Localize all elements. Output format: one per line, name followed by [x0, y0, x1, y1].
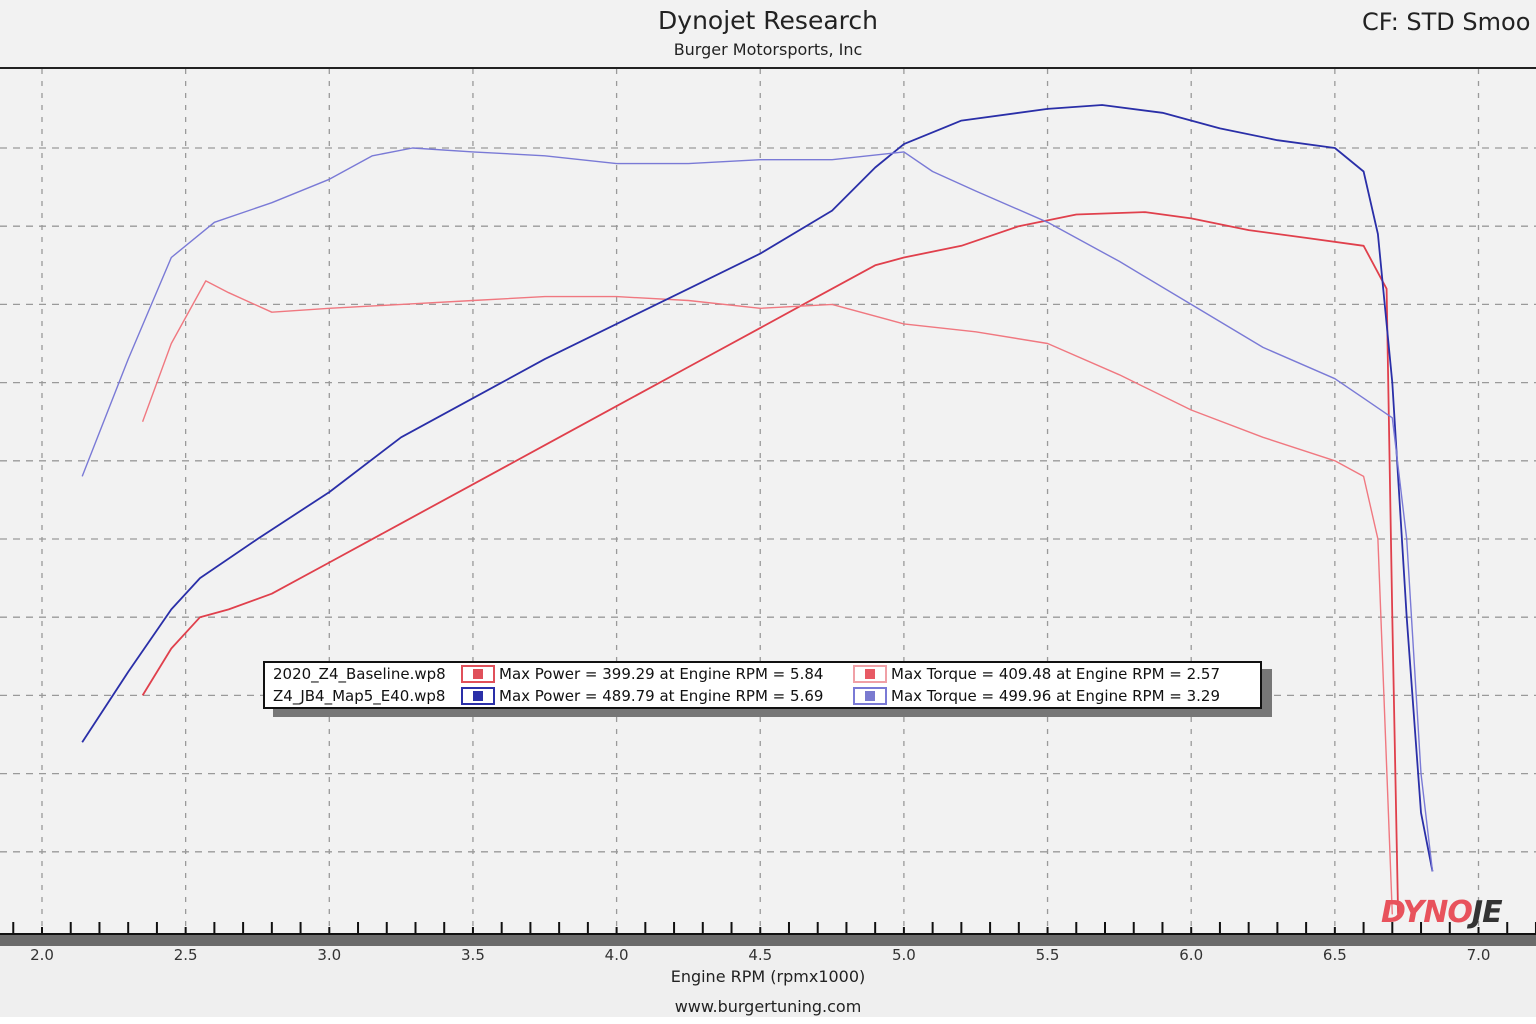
legend-file-name: Z4_JB4_Map5_E40.wp8 — [273, 687, 446, 705]
bottom-margin — [0, 1017, 1536, 1024]
legend: 2020_Z4_Baseline.wp8 Max Power = 399.29 … — [263, 661, 1262, 709]
x-tick-label: 5.5 — [1035, 946, 1060, 964]
series-line — [81, 104, 1434, 872]
x-tick-label: 2.5 — [173, 946, 198, 964]
series-line — [141, 211, 1399, 915]
dynojet-logo: DYNOJE — [1381, 895, 1503, 930]
legend-row-tuned: Z4_JB4_Map5_E40.wp8 Max Power = 489.79 a… — [265, 685, 1260, 707]
x-tick-label: 7.0 — [1466, 946, 1491, 964]
footer-url: www.burgertuning.com — [674, 997, 862, 1016]
chart-header: Dynojet Research Burger Motorsports, Inc… — [0, 0, 1536, 68]
x-tick-label: 6.0 — [1179, 946, 1204, 964]
x-tick-label: 4.0 — [604, 946, 629, 964]
plot-area — [0, 69, 1536, 935]
legend-file-name: 2020_Z4_Baseline.wp8 — [273, 665, 446, 683]
x-tick-label: 3.0 — [317, 946, 342, 964]
legend-max-torque: Max Torque = 499.96 at Engine RPM = 3.29 — [891, 687, 1221, 705]
top-border — [0, 67, 1536, 69]
x-axis-label: Engine RPM (rpmx1000) — [670, 967, 866, 986]
x-axis-bar — [0, 933, 1536, 946]
power-swatch-icon — [461, 687, 495, 705]
x-tick-label: 2.0 — [30, 946, 54, 964]
correction-factor-label: CF: STD Smoo — [1362, 8, 1531, 36]
legend-row-baseline: 2020_Z4_Baseline.wp8 Max Power = 399.29 … — [265, 663, 1260, 685]
torque-swatch-icon — [853, 687, 887, 705]
chart-subtitle: Burger Motorsports, Inc — [673, 40, 863, 59]
series-line — [141, 280, 1393, 915]
x-tick-label: 5.0 — [891, 946, 916, 964]
x-tick-label: 6.5 — [1322, 946, 1347, 964]
torque-swatch-icon — [853, 665, 887, 683]
legend-max-power: Max Power = 399.29 at Engine RPM = 5.84 — [499, 665, 824, 683]
legend-max-torque: Max Torque = 409.48 at Engine RPM = 2.57 — [891, 665, 1221, 683]
dyno-chart — [0, 69, 1536, 935]
series-line — [81, 147, 1434, 872]
legend-max-power: Max Power = 489.79 at Engine RPM = 5.69 — [499, 687, 824, 705]
power-swatch-icon — [461, 665, 495, 683]
x-tick-label: 3.5 — [461, 946, 485, 964]
x-tick-label: 4.5 — [748, 946, 773, 964]
chart-title: Dynojet Research — [658, 6, 878, 35]
